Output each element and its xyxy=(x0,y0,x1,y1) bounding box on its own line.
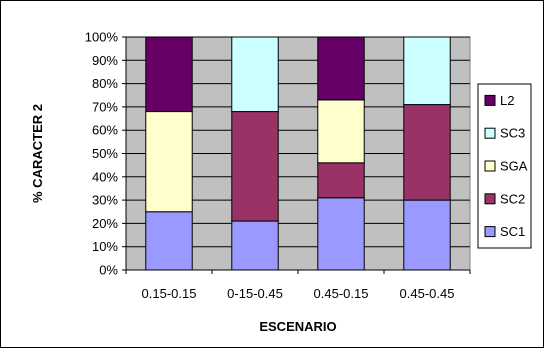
legend-label-sga: SGA xyxy=(500,159,528,174)
bar-segment-sc2 xyxy=(403,104,451,201)
y-tick-label: 30% xyxy=(92,193,118,208)
x-axis-title: ESCENARIO xyxy=(259,319,336,334)
y-axis-ticks: 0% 10% 20% 30% 40% 50% 60% 70% 80% 90% 100% xyxy=(85,30,126,278)
bar-segment-sc1 xyxy=(231,220,279,271)
x-tick-label: 0.45-0.45 xyxy=(400,286,455,301)
y-tick-label: 50% xyxy=(92,146,118,161)
y-tick-label: 90% xyxy=(92,53,118,68)
y-tick-label: 10% xyxy=(92,239,118,254)
x-tick-label: 0.45-0.15 xyxy=(314,286,369,301)
bar-segment-sga xyxy=(317,99,365,164)
y-tick-label: 20% xyxy=(92,216,118,231)
y-tick-label: 80% xyxy=(92,76,118,91)
x-tick-label: 0-15-0.45 xyxy=(227,286,283,301)
y-axis-title: % CARACTER 2 xyxy=(30,104,45,203)
y-tick-label: 100% xyxy=(85,30,119,45)
bar-segment-sga xyxy=(145,111,193,213)
x-axis-ticks: 0.15-0.15 0-15-0.45 0.45-0.15 0.45-0.45 xyxy=(125,270,471,301)
bar-segment-sc2 xyxy=(317,162,365,199)
y-tick-label: 60% xyxy=(92,123,118,138)
bar-segment-sc2 xyxy=(231,111,279,222)
bar-segment-l2 xyxy=(317,36,365,101)
legend-label-l2: L2 xyxy=(500,93,514,108)
bar-segment-l2 xyxy=(145,36,193,113)
y-tick-label: 70% xyxy=(92,99,118,114)
x-tick-label: 0.15-0.15 xyxy=(142,286,197,301)
y-tick-label: 40% xyxy=(92,169,118,184)
bars xyxy=(145,36,451,271)
bar-segment-sc3 xyxy=(231,36,279,113)
legend-swatch-sc1 xyxy=(484,226,496,238)
bar-segment-sc1 xyxy=(145,211,193,271)
legend-label-sc2: SC2 xyxy=(500,191,525,206)
legend-label-sc1: SC1 xyxy=(500,224,525,239)
bar-segment-sc1 xyxy=(317,197,365,271)
legend: L2 SC3 SGA SC2 SC1 xyxy=(477,83,532,249)
legend-swatch-sga xyxy=(484,160,496,172)
legend-swatch-sc2 xyxy=(484,193,496,205)
y-tick-label: 0% xyxy=(99,263,118,278)
legend-swatch-sc3 xyxy=(484,127,496,139)
legend-label-sc3: SC3 xyxy=(500,126,525,141)
legend-swatch-l2 xyxy=(484,94,496,106)
bar-segment-sc3 xyxy=(403,36,451,106)
bar-segment-sc1 xyxy=(403,199,451,271)
